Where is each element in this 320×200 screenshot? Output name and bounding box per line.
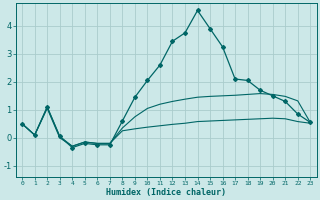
X-axis label: Humidex (Indice chaleur): Humidex (Indice chaleur) [106,188,226,197]
